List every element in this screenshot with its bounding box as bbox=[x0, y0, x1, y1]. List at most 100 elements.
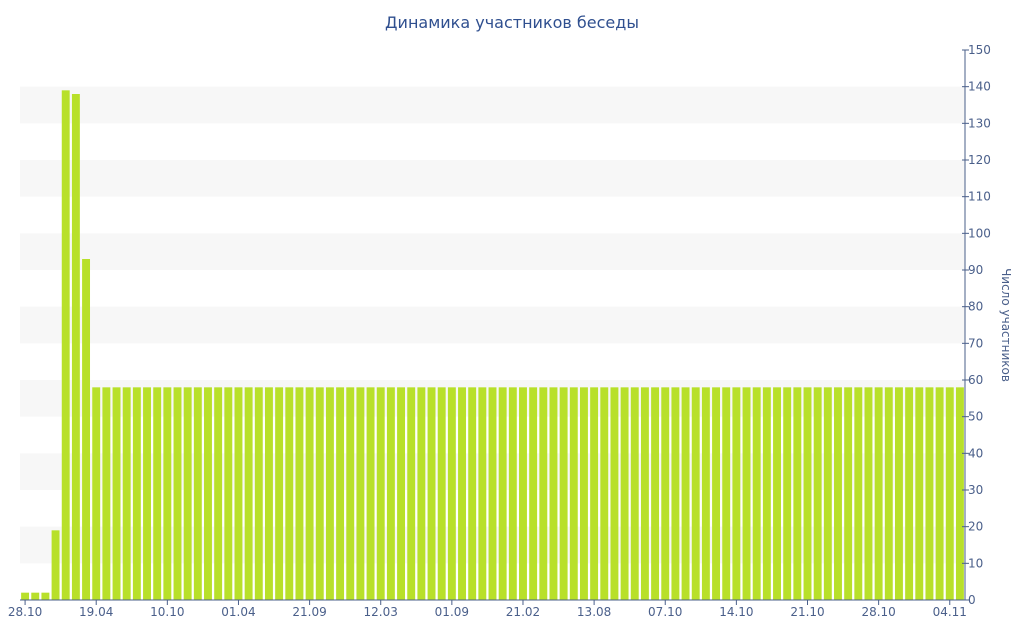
bar bbox=[579, 387, 588, 600]
bar bbox=[905, 387, 914, 600]
y-tick-label: 120 bbox=[968, 153, 991, 167]
bar bbox=[955, 387, 964, 600]
y-tick-label: 70 bbox=[968, 336, 983, 350]
bar bbox=[397, 387, 406, 600]
bar bbox=[519, 387, 527, 600]
bar bbox=[102, 387, 111, 600]
bar bbox=[41, 592, 50, 600]
bar bbox=[163, 387, 172, 600]
bar bbox=[21, 592, 30, 600]
bar bbox=[600, 387, 609, 600]
x-tick-label: 13.08 bbox=[577, 605, 611, 619]
bars-group bbox=[21, 90, 964, 600]
bar bbox=[458, 387, 466, 600]
y-tick-label: 30 bbox=[968, 483, 983, 497]
x-tick-label: 19.04 bbox=[79, 605, 113, 619]
bar bbox=[651, 387, 660, 600]
bar bbox=[295, 387, 304, 600]
bar bbox=[529, 387, 538, 600]
x-tick-label: 21.02 bbox=[506, 605, 540, 619]
bar bbox=[803, 387, 812, 600]
bar bbox=[71, 94, 80, 600]
bar bbox=[783, 387, 792, 600]
y-tick-label: 60 bbox=[968, 373, 983, 387]
y-tick-label: 140 bbox=[968, 80, 991, 94]
x-tick-label: 21.10 bbox=[790, 605, 824, 619]
bar bbox=[254, 387, 263, 600]
bar bbox=[915, 387, 924, 600]
y-tick-label: 110 bbox=[968, 190, 991, 204]
bar bbox=[478, 387, 487, 600]
bar bbox=[173, 387, 182, 600]
x-tick-label: 12.03 bbox=[364, 605, 398, 619]
bar bbox=[549, 387, 558, 600]
bar bbox=[884, 387, 893, 600]
bar bbox=[112, 387, 121, 600]
bar bbox=[630, 387, 639, 600]
bar bbox=[275, 387, 284, 600]
bar bbox=[762, 387, 771, 600]
y-tick-label: 130 bbox=[968, 116, 991, 130]
bar bbox=[793, 387, 802, 600]
bar bbox=[376, 387, 385, 600]
bar bbox=[864, 387, 873, 600]
bar bbox=[874, 387, 883, 600]
bar bbox=[214, 387, 223, 600]
bar bbox=[610, 387, 619, 600]
bar bbox=[559, 387, 568, 600]
bar bbox=[61, 90, 70, 600]
x-tick-label: 28.10 bbox=[861, 605, 895, 619]
x-tick-label: 28.10 bbox=[8, 605, 42, 619]
bar bbox=[925, 387, 934, 600]
bar bbox=[132, 387, 141, 600]
grid-band bbox=[20, 233, 965, 270]
bar bbox=[935, 387, 944, 600]
bar bbox=[498, 387, 507, 600]
bar bbox=[346, 387, 355, 600]
x-ticks-group: 28.10 19.04 10.10 01.04 21.09 12.03 01.09 21.02… bbox=[8, 600, 967, 619]
y-ticks-group: 0 10 20 30 40 50 60 70 80 90 100 110 120 130 140 150 bbox=[962, 43, 991, 607]
bar bbox=[122, 387, 131, 600]
bar bbox=[722, 387, 731, 600]
bar bbox=[447, 387, 456, 600]
bar bbox=[92, 387, 101, 600]
bar bbox=[732, 387, 741, 600]
bar bbox=[51, 530, 60, 600]
bar bbox=[712, 387, 721, 600]
y-axis-title: Число участников bbox=[999, 268, 1013, 382]
y-tick-label: 0 bbox=[968, 593, 976, 607]
x-tick-label: 21.09 bbox=[292, 605, 326, 619]
bar bbox=[661, 387, 670, 600]
bar bbox=[488, 387, 497, 600]
bar bbox=[681, 387, 690, 600]
bar bbox=[31, 592, 40, 600]
bar bbox=[427, 387, 436, 600]
bar bbox=[823, 387, 832, 600]
bar bbox=[590, 387, 599, 600]
grid-band bbox=[20, 160, 965, 197]
bar bbox=[315, 387, 324, 600]
bar bbox=[183, 387, 192, 600]
bar bbox=[417, 387, 426, 600]
bar bbox=[620, 387, 629, 600]
bar bbox=[468, 387, 477, 600]
bar bbox=[671, 387, 680, 600]
bar bbox=[569, 387, 578, 600]
y-tick-label: 100 bbox=[968, 226, 991, 240]
chart-title: Динамика участников беседы bbox=[385, 13, 639, 32]
bar bbox=[336, 387, 345, 600]
bar bbox=[366, 387, 375, 600]
bar bbox=[234, 387, 243, 600]
bar bbox=[773, 387, 781, 600]
y-tick-label: 20 bbox=[968, 520, 983, 534]
bar bbox=[834, 387, 842, 600]
y-tick-label: 90 bbox=[968, 263, 983, 277]
grid-band bbox=[20, 86, 965, 124]
bar bbox=[356, 387, 365, 600]
bar bbox=[752, 387, 761, 600]
bar bbox=[153, 387, 162, 600]
bar bbox=[437, 387, 446, 600]
bar bbox=[844, 387, 853, 600]
